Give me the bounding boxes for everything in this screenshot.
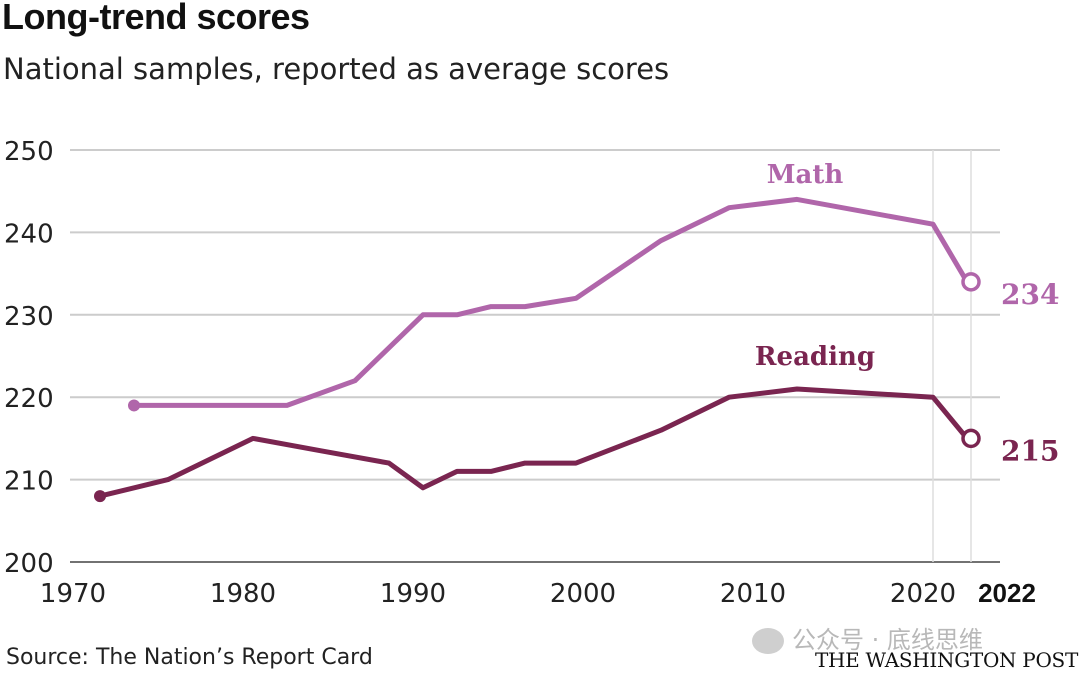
x-tick-label: 1990	[380, 579, 446, 609]
series-layer	[94, 196, 981, 503]
y-axis-ticks: 200 210 220 230 240 250	[4, 137, 54, 579]
series-name-label-reading: Reading	[755, 342, 875, 372]
x-tick-label: 2020	[890, 579, 956, 609]
x-tick-label: 1970	[40, 579, 106, 609]
publisher-credit: THE WASHINGTON POST	[814, 648, 1078, 672]
watermark: 公众号 · 底线思维	[752, 620, 983, 655]
y-tick-label: 250	[4, 137, 54, 167]
x-tick-label: 1980	[210, 579, 276, 609]
y-tick-label: 230	[4, 302, 54, 332]
chart-subtitle: National samples, reported as average sc…	[3, 52, 670, 86]
series-name-label-math: Math	[767, 160, 844, 190]
end-value-label-reading: 215	[1001, 434, 1059, 467]
y-tick-label: 220	[4, 384, 54, 414]
source-note: Source: The Nation’s Report Card	[6, 645, 373, 670]
y-tick-label: 200	[4, 549, 54, 579]
series-labels: 234 Math 215 Reading	[755, 160, 1060, 467]
series-end-point-math	[961, 272, 981, 292]
chart-title: Long-trend scores	[2, 0, 310, 37]
series-end-point-reading	[961, 428, 981, 449]
grid-layer	[70, 149, 1000, 563]
end-value-label-math: 234	[1001, 278, 1059, 311]
x-axis-ticks: 1970 1980 1990 2000 2010 2020 2022	[40, 578, 1036, 609]
series-start-point-reading	[94, 490, 106, 503]
x-tick-label-highlight: 2022	[978, 578, 1036, 608]
watermark-text: 公众号 · 底线思维	[792, 626, 983, 654]
series-line-reading	[97, 386, 970, 499]
y-tick-label: 210	[4, 467, 54, 497]
x-tick-label: 2010	[720, 579, 786, 609]
series-line-math	[131, 196, 970, 408]
y-tick-label: 240	[4, 219, 54, 249]
wechat-icon	[752, 628, 784, 654]
reference-lines	[932, 150, 972, 562]
x-tick-label: 2000	[550, 579, 616, 609]
series-start-point-math	[128, 399, 140, 412]
